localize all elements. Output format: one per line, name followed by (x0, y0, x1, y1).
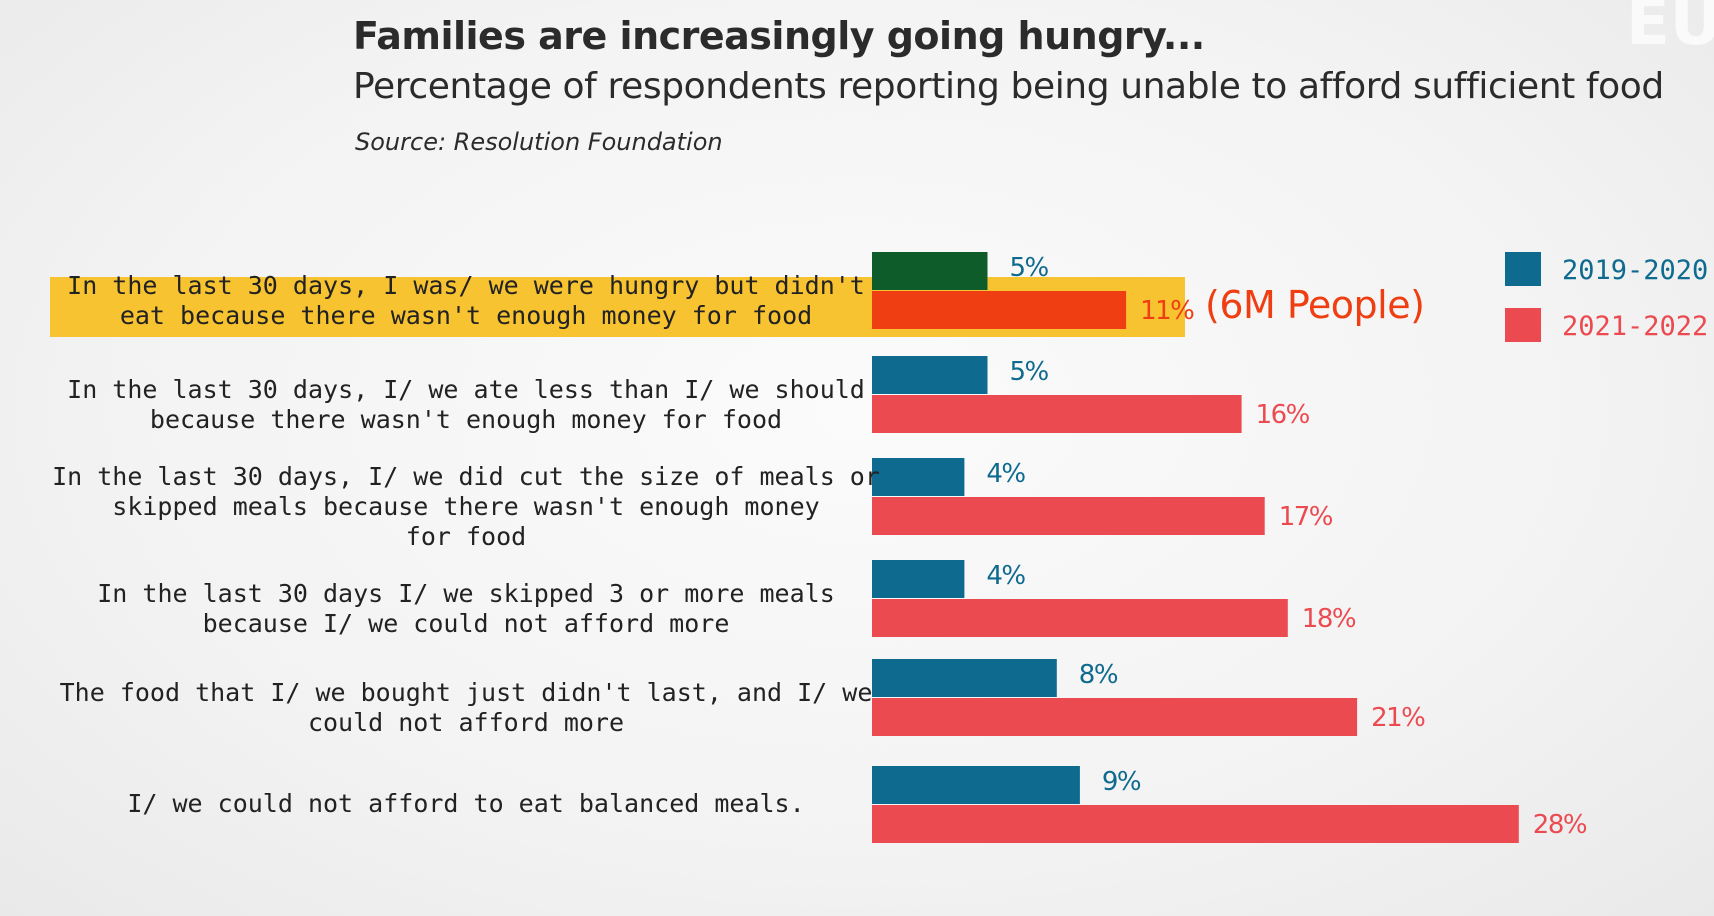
bar-2021-2022-6 (872, 805, 1519, 843)
category-label-3-line-3: for food (406, 522, 526, 551)
chart-subtitle: Percentage of respondents reporting bein… (353, 66, 1664, 107)
bar-2021-2022-2 (872, 395, 1242, 433)
bar-2021-2022-5 (872, 698, 1358, 736)
category-label-3-line-2: skipped meals because there wasn't enoug… (112, 492, 819, 521)
value-label-2019-2020-3: 4% (986, 459, 1025, 489)
legend-swatch-2021-2022 (1505, 308, 1541, 342)
bar-2021-2022-4 (872, 599, 1288, 637)
chart-source: Source: Resolution Foundation (355, 128, 723, 156)
value-label-2019-2020-4: 4% (986, 561, 1025, 591)
legend-swatch-2019-2020 (1505, 252, 1541, 286)
chart-title: Families are increasingly going hungry..… (353, 14, 1205, 58)
bar-2019-2020-3 (872, 458, 965, 496)
bar-2021-2022-1 (872, 291, 1127, 329)
bar-2019-2020-2 (872, 356, 988, 394)
category-label-4-line-2: because I/ we could not afford more (203, 609, 730, 638)
category-label-2-line-1: In the last 30 days, I/ we ate less than… (67, 375, 865, 404)
bar-2019-2020-5 (872, 659, 1057, 697)
category-label-6-line-1: I/ we could not afford to eat balanced m… (127, 789, 804, 818)
value-label-2019-2020-5: 8% (1079, 660, 1118, 690)
category-label-4-line-1: In the last 30 days I/ we skipped 3 or m… (97, 579, 835, 608)
category-label-3-line-1: In the last 30 days, I/ we did cut the s… (52, 462, 880, 491)
value-label-2021-2022-1: 11% (1140, 296, 1194, 326)
category-label-2-line-2: because there wasn't enough money for fo… (150, 405, 782, 434)
category-label-1-line-2: eat because there wasn't enough money fo… (120, 301, 812, 330)
category-label-5-line-2: could not afford more (308, 708, 624, 737)
value-label-2019-2020-2: 5% (1010, 357, 1049, 387)
legend-label-2021-2022: 2021-2022 (1562, 311, 1708, 342)
annotation-6m-people: (6M People) (1205, 283, 1424, 327)
value-label-2019-2020-6: 9% (1102, 767, 1141, 797)
value-label-2021-2022-3: 17% (1279, 502, 1333, 532)
value-label-2021-2022-4: 18% (1302, 604, 1356, 634)
value-label-2019-2020-1: 5% (1010, 253, 1049, 283)
bar-2019-2020-4 (872, 560, 965, 598)
bar-2019-2020-6 (872, 766, 1080, 804)
value-label-2021-2022-5: 21% (1371, 703, 1425, 733)
bar-2021-2022-3 (872, 497, 1265, 535)
category-label-1-line-1: In the last 30 days, I was/ we were hung… (67, 271, 865, 300)
bar-2019-2020-1 (872, 252, 988, 290)
watermark-logo: EU (1626, 0, 1714, 60)
category-label-5-line-1: The food that I/ we bought just didn't l… (60, 678, 873, 707)
value-label-2021-2022-2: 16% (1256, 400, 1310, 430)
legend-label-2019-2020: 2019-2020 (1562, 255, 1708, 286)
value-label-2021-2022-6: 28% (1533, 810, 1587, 840)
